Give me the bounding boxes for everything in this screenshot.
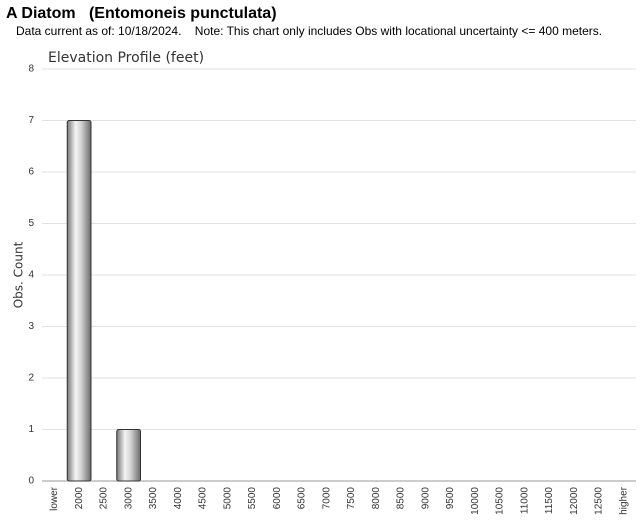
chart-title: Elevation Profile (feet) [48, 50, 204, 66]
bar [66, 120, 92, 482]
x-tick-label: 9000 [420, 487, 431, 510]
y-tick-label: 7 [28, 115, 34, 126]
y-tick-label: 1 [28, 424, 34, 435]
x-tick-label: 8500 [396, 487, 407, 510]
x-tick-label: 12500 [594, 487, 605, 515]
y-tick-label: 6 [28, 167, 34, 178]
x-tick-label: lower [49, 486, 60, 511]
x-tick-label: 8000 [371, 487, 382, 510]
x-tick-label: higher [618, 486, 629, 514]
x-tick-label: 7000 [321, 487, 332, 510]
x-tick-label: 4000 [173, 487, 184, 510]
x-tick-label: 11500 [544, 487, 555, 515]
x-tick-label: 5500 [247, 487, 258, 510]
bar [116, 429, 142, 482]
x-tick-label: 10000 [470, 487, 481, 515]
x-tick-label: 2000 [74, 487, 85, 510]
x-tick-label: 10500 [495, 487, 506, 515]
subtitle: Data current as of: 10/18/2024. Note: Th… [16, 24, 602, 38]
x-tick-label: 6500 [297, 487, 308, 510]
x-tick-label: 7500 [346, 487, 357, 510]
x-tick-label: 9500 [445, 487, 456, 510]
x-tick-label: 12000 [569, 487, 580, 515]
page-title: A Diatom (Entomoneis punctulata) [6, 5, 277, 22]
x-tick-label: 2500 [99, 487, 110, 510]
y-axis-label: Obs. Count [12, 241, 26, 308]
x-tick-label: 3500 [148, 487, 159, 510]
x-tick-label: 5000 [222, 487, 233, 510]
y-tick-label: 8 [28, 64, 34, 75]
y-tick-label: 5 [28, 218, 34, 229]
y-tick-label: 2 [28, 373, 34, 384]
x-tick-label: 11000 [519, 487, 530, 515]
y-tick-label: 3 [28, 321, 34, 332]
y-tick-label: 0 [28, 476, 34, 487]
y-tick-label: 4 [28, 270, 34, 281]
x-tick-label: 6000 [272, 487, 283, 510]
x-tick-label: 3000 [123, 487, 134, 510]
x-tick-label: 4500 [198, 487, 209, 510]
